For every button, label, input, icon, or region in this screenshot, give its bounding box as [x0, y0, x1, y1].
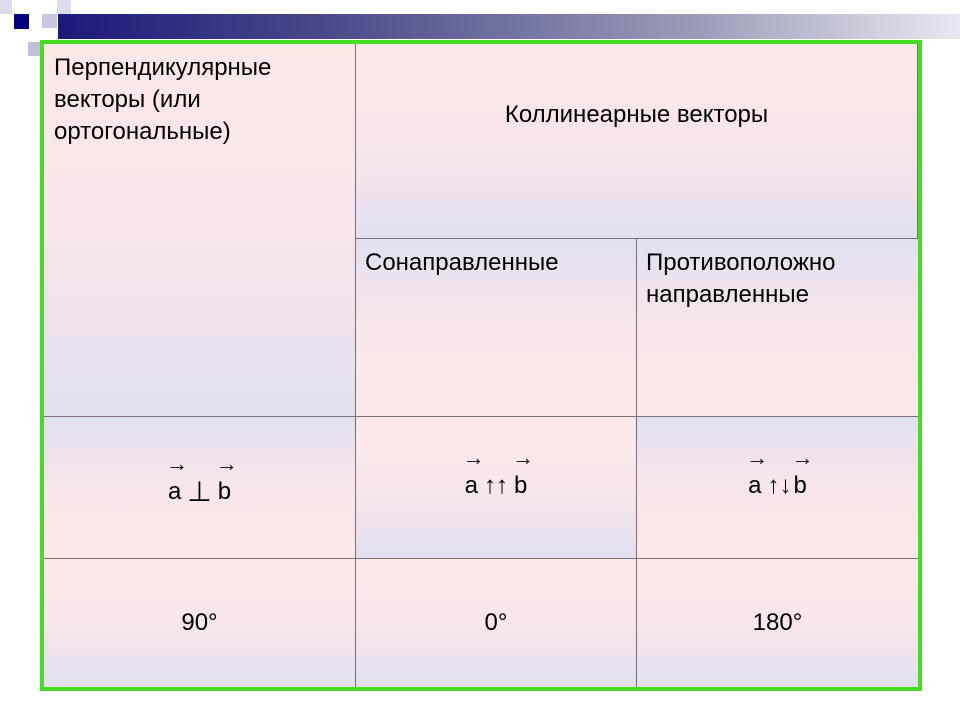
text-line: Перпендикулярные [54, 54, 272, 81]
perpendicular-symbol: ⊥ [187, 475, 212, 507]
vector-a: a [166, 448, 189, 508]
decor-square [28, 42, 40, 56]
text-line: векторы (или [54, 86, 201, 113]
collinear-title: Коллинеарные векторы [504, 101, 769, 128]
text-line: ортогональные) [54, 118, 231, 145]
cell-codirected-header: Сонаправленные [356, 239, 637, 417]
vectors-table: Перпендикулярные векторы (или ортогональ… [40, 40, 922, 691]
cell-angle-opp: 180° [637, 559, 918, 687]
decor-square [42, 14, 57, 28]
angle-value: 90° [181, 609, 218, 636]
title-bar [58, 14, 960, 39]
vector-b: b [791, 442, 814, 502]
cell-opp-notation: a ↑↓ b [637, 417, 918, 559]
cell-opposite-header: Противоположно направленные [637, 239, 918, 417]
codirected-title: Сонаправленные [365, 249, 559, 276]
cell-perpendicular-header: Перпендикулярные векторы (или ортогональ… [44, 44, 356, 417]
decor-square [0, 0, 12, 14]
decor-square [57, 0, 71, 14]
text-line: Противоположно [646, 249, 836, 276]
vector-a: a [746, 442, 769, 502]
vector-a: a [463, 442, 486, 502]
vector-b: b [216, 448, 239, 508]
cell-codir-notation: a ↑↑ b [356, 417, 637, 559]
opposite-symbol: ↑↓ [767, 471, 792, 499]
angle-value: 0° [484, 609, 508, 636]
cell-angle-perp: 90° [44, 559, 356, 687]
text-line: направленные [646, 281, 809, 308]
decor-square [14, 14, 29, 29]
angle-value: 180° [752, 609, 803, 636]
cell-angle-codir: 0° [356, 559, 637, 687]
vector-b: b [512, 442, 535, 502]
cell-collinear-header: Коллинеарные векторы [356, 44, 918, 239]
cell-perp-notation: a ⊥ b [44, 417, 356, 559]
codirected-symbol: ↑↑ [484, 471, 508, 499]
